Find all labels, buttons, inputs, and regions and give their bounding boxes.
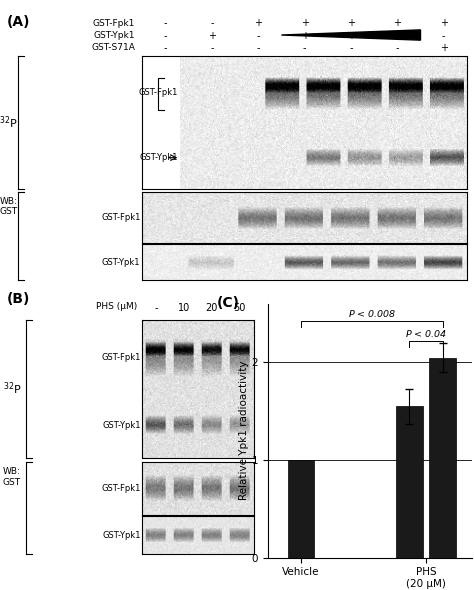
Text: GST-Fpk1: GST-Fpk1 [102,353,141,362]
Bar [396,407,422,558]
Text: GST-S71A: GST-S71A [91,43,135,53]
Text: GST-Ypk1: GST-Ypk1 [102,258,140,267]
Text: GST-Ypk1: GST-Ypk1 [103,421,141,430]
Text: GST-Fpk1: GST-Fpk1 [139,88,178,97]
Text: (C): (C) [217,296,240,310]
Text: (A): (A) [7,15,31,29]
Text: +: + [208,31,216,41]
Text: -: - [164,31,167,41]
Text: +: + [254,18,262,28]
Text: WB:
GST: WB: GST [0,197,18,217]
Text: -: - [303,43,306,53]
Text: (B): (B) [7,292,30,306]
Text: $P$ < 0.04: $P$ < 0.04 [405,328,447,339]
Text: +: + [347,31,355,41]
Text: +: + [393,18,401,28]
Text: GST-Fpk1: GST-Fpk1 [102,484,141,493]
Text: -: - [164,43,167,53]
Bar [288,460,314,558]
Text: -: - [210,43,213,53]
Text: +: + [301,18,309,28]
Text: +: + [393,31,401,41]
Text: +: + [301,31,309,41]
Text: -: - [442,31,446,41]
Text: -: - [164,18,167,28]
Text: -: - [349,43,353,53]
Text: $P$ < 0.008: $P$ < 0.008 [347,309,396,319]
Text: GST-Ypk1: GST-Ypk1 [94,31,135,40]
Polygon shape [282,30,420,40]
Text: $^{32}$P: $^{32}$P [2,381,21,397]
Text: GST-Fpk1: GST-Fpk1 [93,19,135,28]
Text: +: + [440,43,448,53]
Text: WB:
GST: WB: GST [3,467,21,487]
Text: PHS (μM): PHS (μM) [97,302,138,311]
Text: -: - [396,43,399,53]
Text: 50: 50 [234,303,246,313]
Text: 10: 10 [178,303,190,313]
Text: +: + [440,18,448,28]
Text: $^{32}$P: $^{32}$P [0,114,18,131]
Text: +: + [347,18,355,28]
Y-axis label: Relative Ypk1 radioactivity: Relative Ypk1 radioactivity [239,361,249,500]
Text: -: - [256,31,260,41]
Text: -: - [256,43,260,53]
Bar [429,358,456,558]
Text: -: - [155,303,158,313]
Text: 20: 20 [206,303,218,313]
Text: -: - [210,18,213,28]
Text: GST-Fpk1: GST-Fpk1 [101,214,140,222]
Text: GST-Ypk1: GST-Ypk1 [140,153,178,162]
Text: GST-Ypk1: GST-Ypk1 [103,531,141,540]
